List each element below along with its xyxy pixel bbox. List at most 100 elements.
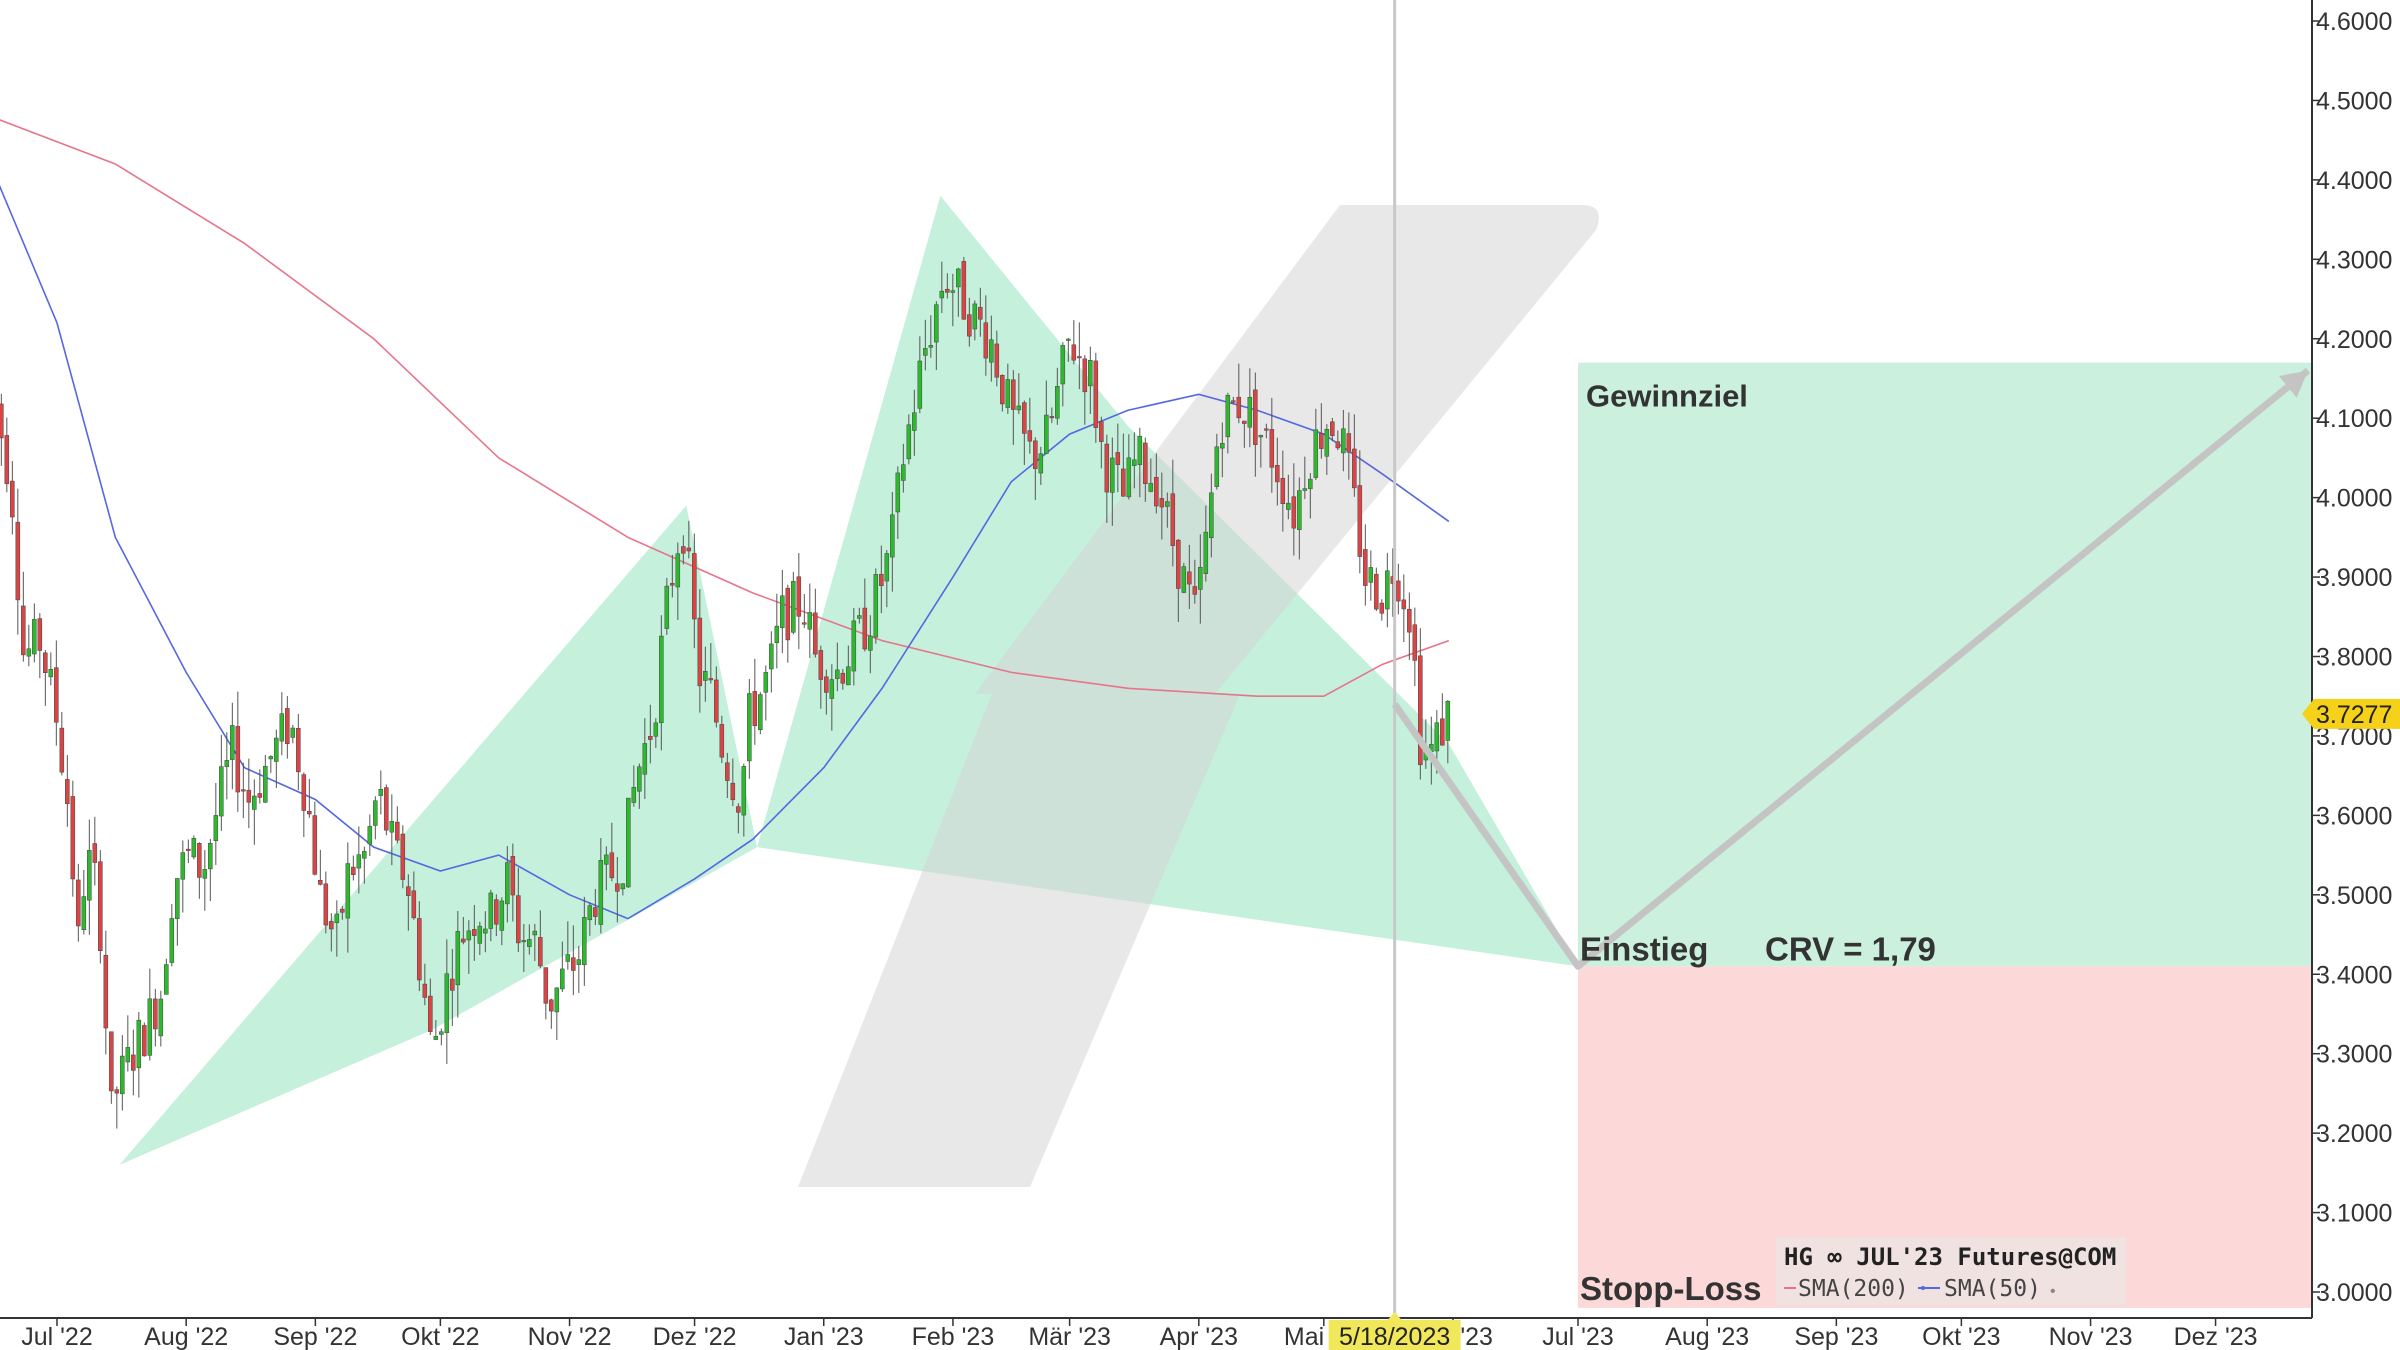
candle [802, 594, 807, 628]
candle [1253, 372, 1258, 477]
candle [290, 724, 296, 744]
x-tick-label: Aug '23 [1665, 1323, 1749, 1350]
candle [1374, 567, 1379, 611]
candle [554, 987, 560, 1041]
candle [1291, 463, 1297, 556]
candle [785, 584, 791, 663]
candle [571, 925, 576, 996]
candle [1176, 539, 1181, 622]
candle [747, 679, 752, 779]
candle [1033, 437, 1038, 500]
candle [252, 779, 257, 845]
candle [851, 608, 857, 686]
candle [796, 553, 802, 650]
candle [494, 894, 499, 937]
x-tick-label: Aug '22 [144, 1323, 228, 1350]
candle [1121, 433, 1126, 497]
candle [956, 267, 961, 317]
current-price-value: 3.7277 [2316, 701, 2392, 729]
candle [945, 273, 950, 299]
x-tick-label: Sep '23 [1794, 1323, 1878, 1350]
candle [257, 769, 263, 804]
candle [1401, 574, 1407, 643]
candle [703, 646, 708, 702]
y-axis: 3.0000 3.1000 3.2000 3.3000 3.4000 3.5000 3.60… [2312, 8, 2392, 1307]
candle [1000, 374, 1005, 412]
candle [532, 923, 538, 961]
candle [301, 772, 307, 838]
candle [499, 897, 505, 946]
candle [681, 535, 686, 565]
candle [835, 642, 840, 692]
candle [1038, 446, 1044, 485]
candle [1126, 434, 1132, 500]
candle [598, 837, 604, 934]
candle [1335, 430, 1341, 451]
candle [488, 889, 494, 942]
candle [367, 814, 373, 856]
candle [417, 901, 422, 992]
candle [186, 839, 191, 864]
candle [1132, 432, 1137, 489]
candle [428, 978, 433, 1035]
candle [1302, 456, 1308, 500]
candle [543, 967, 549, 1020]
candle [466, 920, 472, 974]
candle [1099, 416, 1104, 469]
candle [191, 835, 197, 860]
candle [1330, 417, 1335, 442]
candle [697, 589, 703, 713]
x-tick-label: Jul '23 [1542, 1323, 1613, 1350]
candle [774, 593, 780, 669]
candle [1137, 427, 1143, 498]
candle [879, 545, 884, 614]
candle [81, 869, 87, 935]
candle [637, 763, 642, 809]
candle [395, 806, 400, 844]
candle [0, 393, 4, 466]
candle [587, 902, 593, 936]
candle [285, 696, 290, 759]
candle [400, 825, 406, 889]
x-tick-label: Jan '23 [784, 1323, 864, 1350]
candle [98, 850, 103, 964]
candle [1115, 423, 1121, 493]
x-tick-label: Nov '22 [528, 1323, 612, 1350]
candle [950, 273, 956, 327]
legend-sma200: SMA(200) [1798, 1276, 1909, 1302]
y-tick-label: 3.8000 [2316, 644, 2392, 672]
candle [1297, 477, 1302, 560]
candle [411, 871, 417, 920]
candle [1187, 544, 1192, 609]
candle [857, 607, 862, 624]
candle [901, 443, 906, 493]
candle [505, 846, 510, 923]
candle [4, 417, 10, 493]
candle [1357, 450, 1363, 574]
candle [989, 315, 994, 382]
candle [1379, 599, 1385, 621]
candle [1396, 563, 1401, 615]
candle [153, 988, 158, 1047]
y-tick-label: 3.5000 [2316, 882, 2392, 910]
candle [312, 801, 318, 876]
y-tick-label: 4.3000 [2316, 246, 2392, 274]
candle [1049, 407, 1055, 424]
candle [1192, 559, 1198, 604]
candle [758, 692, 763, 735]
y-tick-label: 3.0000 [2316, 1279, 2392, 1307]
candle [296, 713, 301, 791]
candle [70, 780, 76, 897]
candle [1104, 434, 1110, 523]
candle [620, 883, 626, 896]
candle [230, 702, 235, 790]
candle [131, 1029, 136, 1096]
candle [59, 711, 65, 776]
candle [615, 857, 620, 923]
candle [1011, 370, 1016, 445]
candle [147, 968, 153, 1061]
target-label: Gewinnziel [1586, 379, 1748, 414]
candle [37, 613, 43, 679]
candle [923, 319, 928, 371]
x-tick-label: Sep '22 [273, 1323, 357, 1350]
